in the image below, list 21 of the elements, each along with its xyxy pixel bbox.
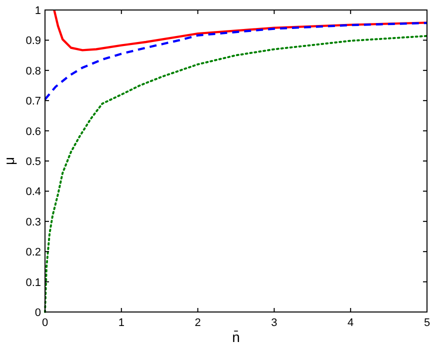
y-tick-label: 0.3	[26, 216, 41, 228]
x-tick-label: 3	[271, 317, 278, 329]
y-tick-label: 0.9	[26, 35, 41, 48]
y-tick-label: 0	[34, 307, 41, 319]
x-tick-label: 4	[348, 317, 354, 329]
x-tick-label: 2	[194, 317, 201, 329]
y-axis-title: μ	[1, 156, 17, 166]
y-tick-label: 0.6	[26, 126, 41, 138]
y-tick-label: 0.7	[26, 96, 41, 108]
line-series	[44, 34, 428, 313]
line-series	[53, 8, 428, 52]
y-tick-label: 0.5	[26, 156, 41, 168]
y-tick-label: 1	[34, 5, 41, 17]
line-series	[44, 22, 428, 100]
y-tick-label: 0.1	[26, 276, 41, 289]
x-axis-title: n̄	[232, 329, 240, 345]
x-tick-label: 5	[424, 317, 430, 329]
x-tick-label: 1	[118, 317, 124, 329]
y-tick-label: 0.4	[26, 186, 41, 198]
y-tick-label: 0.8	[26, 65, 41, 78]
y-tick-label: 0.2	[26, 246, 41, 259]
